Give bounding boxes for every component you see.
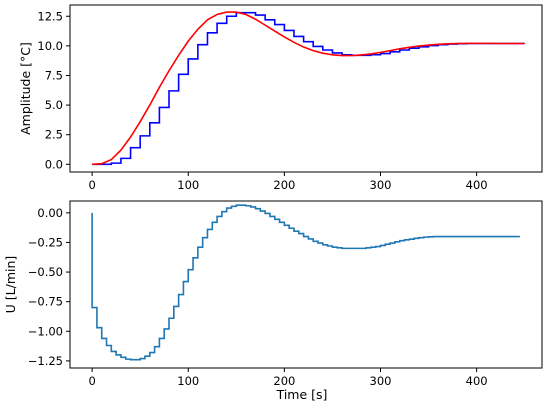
temperature-y-tick-label: 10.0: [37, 39, 63, 53]
temperature-x-tick-label: 200: [273, 178, 295, 192]
temperature-x-tick-label: 100: [177, 178, 199, 192]
flow-y-axis-label: U [L/min]: [3, 256, 18, 314]
temperature-y-tick-label: 2.5: [45, 128, 63, 142]
flow-y-tick-label: −0.75: [28, 295, 63, 309]
temperature-x-tick-label: 400: [466, 178, 488, 192]
flow-x-tick-label: 400: [466, 374, 488, 388]
flow-x-tick-label: 0: [88, 374, 95, 388]
flow-y-tick-label: −0.25: [28, 235, 63, 249]
flow-y-tick-label: −0.50: [28, 265, 63, 279]
flow-x-tick-label: 200: [273, 374, 295, 388]
flow-x-tick-label: 100: [177, 374, 199, 388]
flow-y-tick-label: −1.00: [28, 324, 63, 338]
flow-x-axis-label: Time [s]: [276, 387, 328, 402]
flow-y-tick-label: 0.00: [37, 206, 63, 220]
temperature-y-axis-label: Amplitude [°C]: [18, 42, 33, 135]
flow-y-tick-label: −1.25: [28, 354, 63, 368]
temperature-y-tick-label: 0.0: [45, 157, 63, 171]
temperature-x-tick-label: 0: [88, 178, 95, 192]
flow-x-tick-label: 300: [370, 374, 392, 388]
temperature-x-tick-label: 300: [370, 178, 392, 192]
temperature-y-tick-label: 12.5: [37, 9, 63, 23]
temperature-y-tick-label: 7.5: [45, 68, 63, 82]
temperature-y-tick-label: 5.0: [45, 98, 63, 112]
